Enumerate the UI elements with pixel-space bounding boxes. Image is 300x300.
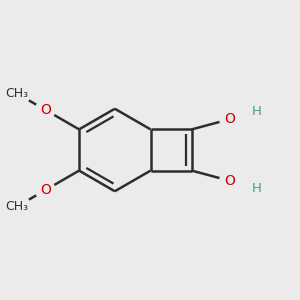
Circle shape xyxy=(35,180,55,200)
Circle shape xyxy=(220,110,239,129)
Circle shape xyxy=(249,104,264,119)
Text: H: H xyxy=(252,182,262,195)
Text: O: O xyxy=(224,112,235,126)
Circle shape xyxy=(4,80,30,106)
Circle shape xyxy=(35,100,55,120)
Text: O: O xyxy=(40,183,51,197)
Circle shape xyxy=(220,171,239,190)
Text: CH₃: CH₃ xyxy=(5,200,28,213)
Text: O: O xyxy=(40,103,51,117)
Text: O: O xyxy=(224,174,235,188)
Circle shape xyxy=(4,194,30,220)
Circle shape xyxy=(249,181,264,196)
Text: H: H xyxy=(252,105,262,119)
Text: CH₃: CH₃ xyxy=(5,87,28,100)
